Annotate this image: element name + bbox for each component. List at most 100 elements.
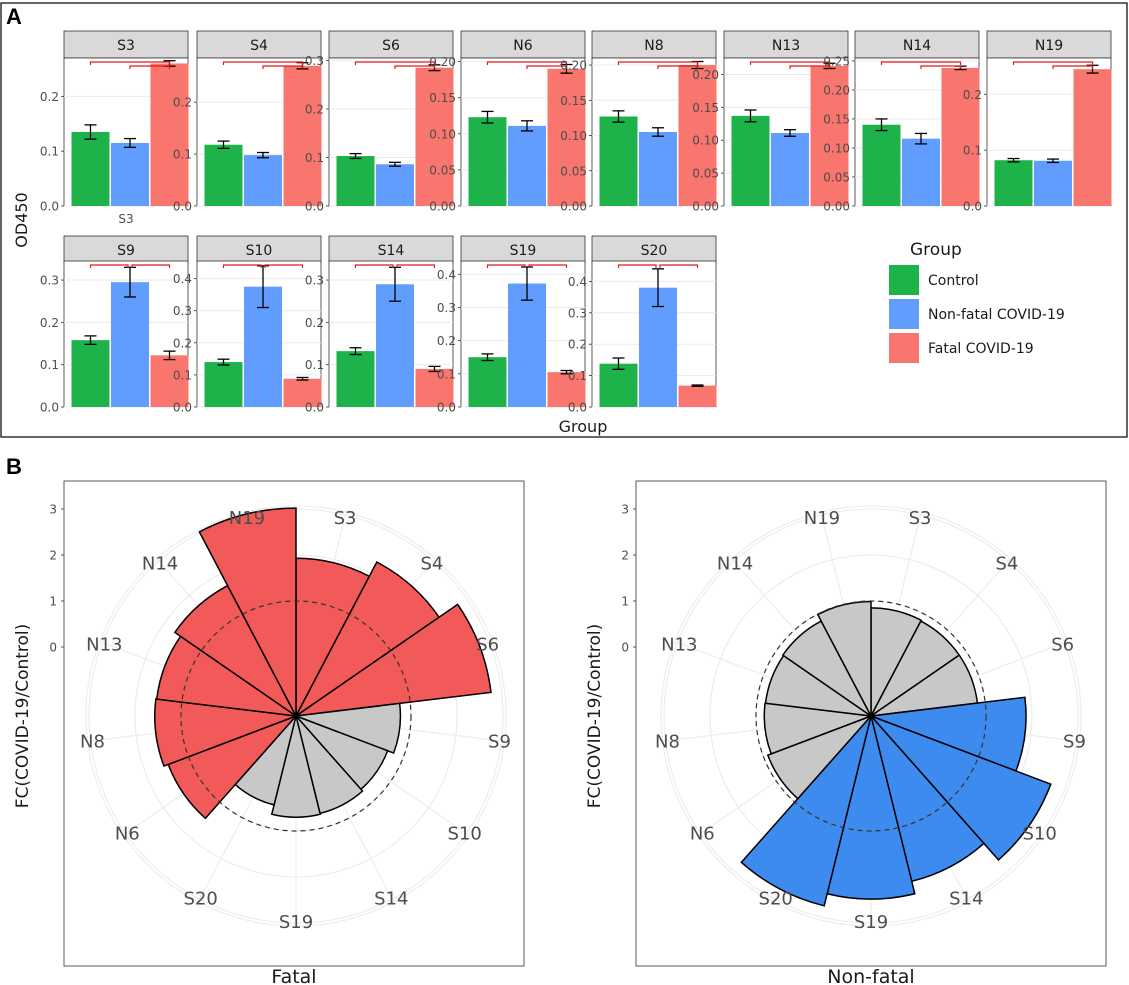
significance-bracket xyxy=(262,65,304,69)
legend-label-1: Non-fatal COVID-19 xyxy=(928,307,1065,323)
facet-title: S4 xyxy=(250,38,268,54)
bar-nonfatal xyxy=(111,142,149,206)
y-tick-label: 0.3 xyxy=(305,274,324,288)
polar-category-label: S4 xyxy=(995,554,1018,575)
polar-bar-S19 xyxy=(270,715,322,818)
facet-N6: N6 0.00 0.05 0.10 0.15 0.20 xyxy=(429,30,586,214)
bar-nonfatal xyxy=(111,282,149,407)
bar-control xyxy=(71,132,110,206)
bar-fatal xyxy=(547,68,586,206)
polar-bar-N8 xyxy=(154,698,297,768)
legend: Group Control Non-fatal COVID-19 Fatal COVI… xyxy=(889,240,1065,363)
bar-nonfatal xyxy=(508,125,546,206)
significance-bracket xyxy=(264,264,304,268)
y-tick-label: 0.1 xyxy=(305,358,324,372)
legend-title: Group xyxy=(910,240,962,260)
y-tick-label: 0.20 xyxy=(560,59,587,73)
significance-bracket xyxy=(129,65,171,69)
bar-fatal xyxy=(150,63,189,207)
facet-strip xyxy=(460,30,586,59)
bar-fatal xyxy=(150,355,189,407)
significance-bracket xyxy=(222,264,262,268)
bar-nonfatal xyxy=(376,164,414,206)
significance-bracket xyxy=(749,61,831,65)
polar-bar-N6 xyxy=(766,715,872,800)
polar-title: Fatal xyxy=(271,966,316,985)
bar-control xyxy=(599,116,638,206)
y-axis-title: OD450 xyxy=(12,192,31,247)
legend-key-2 xyxy=(889,333,919,363)
r-tick-label: 3 xyxy=(621,503,629,517)
bar-control xyxy=(468,117,507,206)
y-tick-label: 0.4 xyxy=(568,275,587,289)
y-tick-label: 0.15 xyxy=(429,91,456,105)
bar-control xyxy=(599,363,638,407)
y-tick-label: 0.2 xyxy=(963,88,982,102)
facet-S3: S3 0.0 0.1 0.2 S3 xyxy=(40,30,189,226)
facet-S10: S10 0.0 0.1 0.2 0.3 0.4 xyxy=(173,235,322,415)
y-tick-label: 0.20 xyxy=(692,68,719,82)
bar-control xyxy=(336,351,375,407)
y-tick-label: 0.10 xyxy=(560,129,587,143)
facet-strip xyxy=(63,235,189,264)
significance-bracket xyxy=(89,61,171,65)
polar-category-label: S19 xyxy=(279,912,313,933)
y-tick-label: 0.0 xyxy=(568,401,587,415)
facet-title: S10 xyxy=(246,243,273,259)
significance-bracket xyxy=(617,61,699,65)
facet-N13: N13 0.00 0.05 0.10 0.15 0.20 xyxy=(692,30,849,214)
facet-title: S6 xyxy=(382,38,400,54)
significance-bracket xyxy=(528,264,568,268)
bar-panels: S3 0.0 0.1 0.2 S3 S4 0.0 0.1 0.2 S6 0.0 0.1 0.2 0.3 N6… xyxy=(12,30,1112,436)
significance-bracket xyxy=(486,264,526,268)
y-tick-label: 0.4 xyxy=(173,272,192,286)
y-tick-label: 0.2 xyxy=(40,90,59,104)
y-tick-label: 0.15 xyxy=(692,101,719,115)
bar-nonfatal xyxy=(639,287,677,407)
polar-category-label: S20 xyxy=(759,889,793,910)
polar-category-label: N6 xyxy=(690,823,715,844)
polar-category-label: N19 xyxy=(229,508,265,529)
facet-S19: S19 0.0 0.1 0.2 0.3 0.4 xyxy=(437,235,586,415)
significance-bracket xyxy=(880,61,962,65)
facet-S6: S6 0.0 0.1 0.2 0.3 xyxy=(305,30,454,214)
polar-category-label: S19 xyxy=(854,912,888,933)
polar-bar-S20 xyxy=(740,715,872,907)
polar-category-label: S10 xyxy=(1023,823,1057,844)
bar-control xyxy=(204,362,243,407)
polar-category-label: N6 xyxy=(115,823,140,844)
facet-title: N6 xyxy=(513,38,532,54)
r-tick-label: 2 xyxy=(621,549,629,563)
significance-bracket xyxy=(617,264,657,268)
significance-bracket xyxy=(89,264,129,268)
y-tick-label: 0.4 xyxy=(437,268,456,282)
significance-bracket xyxy=(657,65,699,69)
facet-S14: S14 0.0 0.1 0.2 0.3 xyxy=(305,235,454,415)
significance-bracket xyxy=(222,61,304,65)
polar-category-label: S3 xyxy=(334,508,357,529)
facet-strip xyxy=(460,235,586,264)
y-tick-label: 0.0 xyxy=(173,401,192,415)
polar-chart-nonfatal: S3 S4 S6 S9 S10 S14 S19 S20 N6 N8 N13 N14 N19 0 1 2 3 FC(… xyxy=(585,480,1107,985)
facet-strip xyxy=(591,235,717,264)
polar-category-label: S20 xyxy=(184,889,218,910)
polar-y-axis-title: FC(COVID-19/Control) xyxy=(13,624,33,809)
bar-fatal xyxy=(283,378,322,407)
y-tick-label: 0.3 xyxy=(305,54,324,68)
bar-control xyxy=(336,156,375,206)
significance-bracket xyxy=(354,264,394,268)
polar-y-axis-title: FC(COVID-19/Control) xyxy=(585,624,605,809)
bar-fatal xyxy=(415,67,454,206)
y-tick-label: 0.00 xyxy=(560,200,587,214)
legend-key-1 xyxy=(889,299,919,329)
y-tick-label: 0.0 xyxy=(40,401,59,415)
y-tick-label: 0.1 xyxy=(568,369,587,383)
x-tick-label: S3 xyxy=(118,212,133,226)
y-tick-label: 0.05 xyxy=(823,170,850,184)
polar-category-label: S4 xyxy=(420,554,443,575)
y-tick-label: 0.15 xyxy=(823,112,850,126)
bar-nonfatal xyxy=(244,155,282,206)
y-tick-label: 0.3 xyxy=(437,301,456,315)
facet-title: N13 xyxy=(772,38,800,54)
y-tick-label: 0.2 xyxy=(437,334,456,348)
